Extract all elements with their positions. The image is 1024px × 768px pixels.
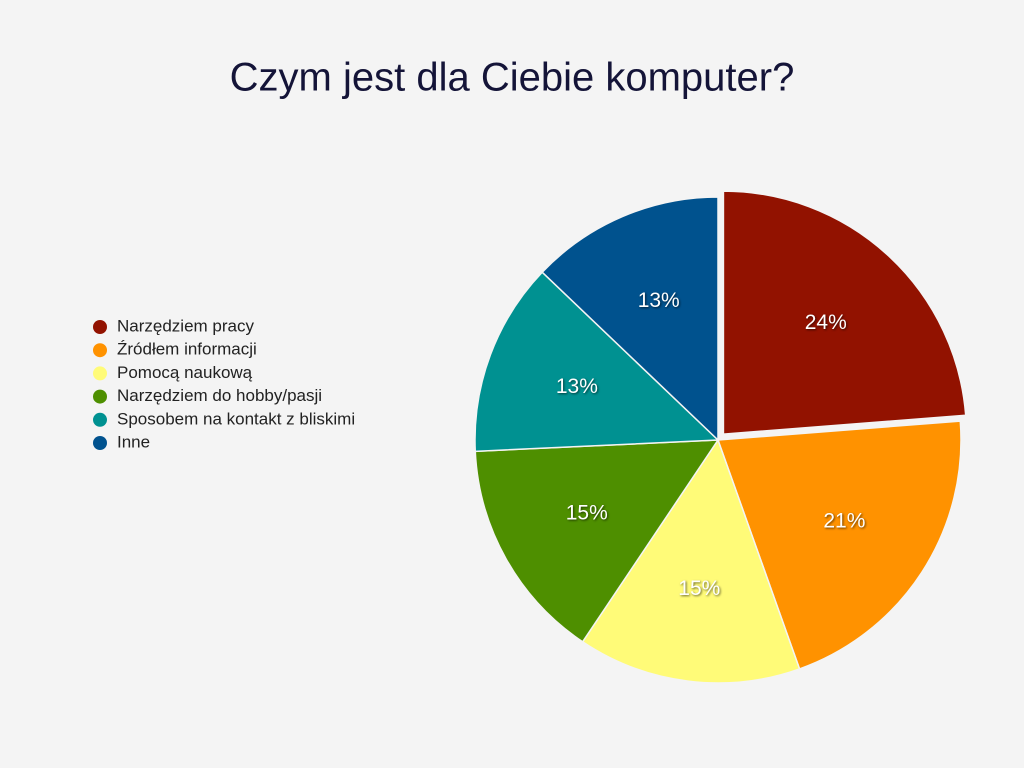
pie-slice bbox=[722, 190, 967, 435]
legend-swatch bbox=[93, 366, 107, 381]
slice-label: 13% bbox=[556, 375, 598, 398]
chart-title: Czym jest dla Ciebie komputer? bbox=[230, 56, 795, 100]
pie-slice bbox=[581, 438, 801, 684]
legend-label: Narzędziem do hobby/pasji bbox=[117, 386, 322, 405]
legend-label: Sposobem na kontakt z bliskimi bbox=[117, 409, 355, 428]
legend-label: Inne bbox=[117, 432, 150, 451]
slice-label: 13% bbox=[638, 289, 680, 312]
legend-swatch bbox=[93, 389, 107, 404]
slice-label: 21% bbox=[823, 510, 865, 533]
legend-swatch bbox=[93, 412, 107, 427]
pie-slice bbox=[474, 439, 720, 643]
legend-label: Pomocą naukową bbox=[117, 363, 253, 382]
pie-slice bbox=[541, 196, 719, 442]
pie-slice bbox=[716, 420, 962, 670]
legend-label: Źródłem informacji bbox=[117, 340, 257, 359]
pie-slice bbox=[474, 271, 720, 453]
legend-swatch bbox=[93, 320, 107, 334]
legend-swatch bbox=[93, 343, 107, 358]
legend-label: Narzędziem pracy bbox=[117, 316, 254, 335]
slice-label: 15% bbox=[566, 502, 608, 525]
slice-label: 15% bbox=[678, 577, 720, 600]
legend-swatch bbox=[93, 436, 107, 450]
slice-label: 24% bbox=[805, 311, 847, 334]
